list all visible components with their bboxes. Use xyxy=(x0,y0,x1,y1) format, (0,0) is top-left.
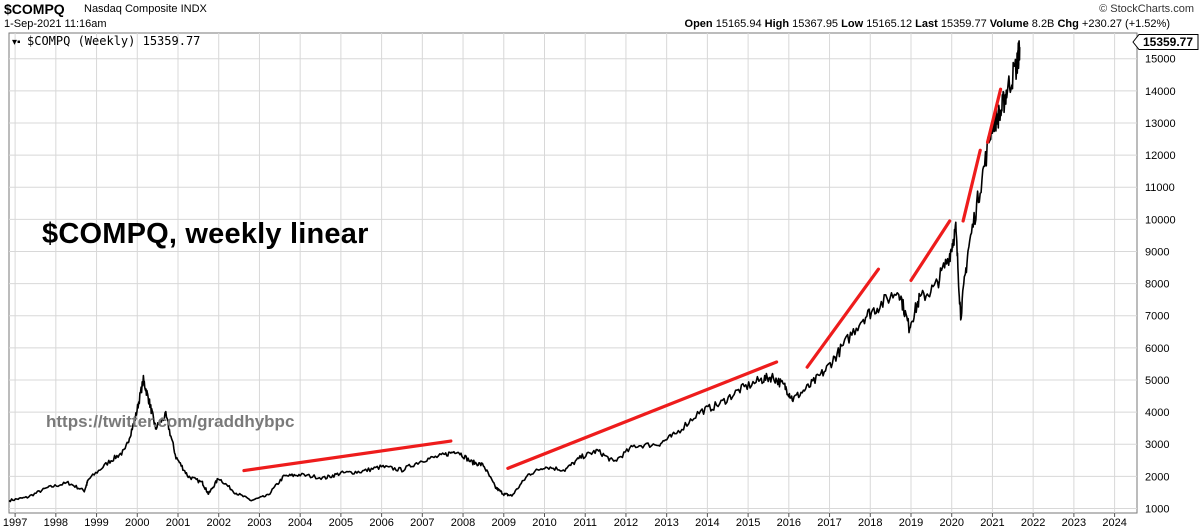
trend-line xyxy=(985,87,1003,144)
x-tick-label: 2001 xyxy=(166,517,190,529)
chart-timestamp: 1-Sep-2021 11:16am xyxy=(4,18,107,30)
y-tick-label: 15000 xyxy=(1145,54,1176,66)
x-tick-label: 2023 xyxy=(1062,517,1086,529)
x-tick-label: 2000 xyxy=(125,517,149,529)
y-tick-label: 2000 xyxy=(1145,471,1169,483)
x-tick-label: 1998 xyxy=(44,517,68,529)
x-tick-label: 2010 xyxy=(532,517,556,529)
trend-line xyxy=(242,439,453,473)
x-tick-label: 2002 xyxy=(206,517,230,529)
y-tick-label: 12000 xyxy=(1145,150,1176,162)
series-legend: ▾▪ $COMPQ (Weekly) 15359.77 xyxy=(12,34,200,48)
plot-frame xyxy=(8,32,1138,514)
y-tick-label: 5000 xyxy=(1145,375,1169,387)
y-tick-label: 1000 xyxy=(1145,504,1169,516)
x-tick-label: 2011 xyxy=(573,517,597,529)
x-tick-label: 2013 xyxy=(654,517,678,529)
x-tick-label: 1997 xyxy=(3,517,27,529)
y-tick-label: 9000 xyxy=(1145,246,1169,258)
high-value: 15367.95 xyxy=(792,18,839,30)
chg-label: Chg xyxy=(1057,18,1079,30)
last-price-tag: 15359.77 xyxy=(1132,34,1199,50)
y-tick-label: 6000 xyxy=(1145,343,1169,355)
x-tick-label: 2019 xyxy=(899,517,923,529)
x-tick-label: 2006 xyxy=(369,517,393,529)
trend-line xyxy=(961,148,982,223)
trend-line xyxy=(909,219,952,282)
price-line xyxy=(8,40,1021,503)
low-value: 15165.12 xyxy=(866,18,913,30)
last-label: Last xyxy=(915,18,938,30)
x-tick-label: 2003 xyxy=(247,517,271,529)
ticker-name: Nasdaq Composite INDX xyxy=(84,3,207,15)
x-tick-label: 2016 xyxy=(777,517,801,529)
volume-label: Volume xyxy=(989,18,1029,30)
x-tick-label: 2022 xyxy=(1021,517,1045,529)
x-tick-label: 2020 xyxy=(939,517,963,529)
y-tick-label: 3000 xyxy=(1145,439,1169,451)
y-tick-label: 8000 xyxy=(1145,279,1169,291)
quote-summary: Open 15165.94 High 15367.95 Low 15165.12… xyxy=(685,18,1170,30)
x-tick-label: 2018 xyxy=(858,517,882,529)
ticker-symbol: $COMPQ xyxy=(4,1,65,17)
legend-label: $COMPQ (Weekly) 15359.77 xyxy=(27,34,200,48)
y-tick-label: 13000 xyxy=(1145,118,1176,130)
stockcharts-logo: © StockCharts.com xyxy=(1099,3,1194,15)
x-tick-label: 2017 xyxy=(817,517,841,529)
y-tick-label: 10000 xyxy=(1145,214,1176,226)
x-tick-label: 2005 xyxy=(329,517,353,529)
overlay-title: $COMPQ, weekly linear xyxy=(42,218,369,250)
low-label: Low xyxy=(841,18,864,30)
watermark-link: https://twitter.com/graddhybpc xyxy=(46,412,295,431)
x-tick-label: 2004 xyxy=(288,517,312,529)
last-price-label: 15359.77 xyxy=(1143,35,1193,49)
x-tick-label: 2015 xyxy=(736,517,760,529)
x-tick-label: 2014 xyxy=(695,517,719,529)
trend-line xyxy=(506,360,779,470)
x-tick-label: 2008 xyxy=(451,517,475,529)
y-tick-label: 14000 xyxy=(1145,86,1176,98)
x-tick-label: 2021 xyxy=(980,517,1004,529)
chg-value: +230.27 (+1.52%) xyxy=(1081,18,1170,30)
y-tick-label: 7000 xyxy=(1145,311,1169,323)
y-tick-label: 11000 xyxy=(1145,182,1175,194)
last-value: 15359.77 xyxy=(940,18,987,30)
volume-value: 8.2B xyxy=(1031,18,1055,30)
y-tick-label: 4000 xyxy=(1145,407,1169,419)
x-tick-label: 1999 xyxy=(84,517,108,529)
open-value: 15165.94 xyxy=(715,18,762,30)
open-label: Open xyxy=(684,18,713,30)
x-tick-label: 2007 xyxy=(410,517,434,529)
x-tick-label: 2009 xyxy=(492,517,516,529)
legend-swatch-icon: ▾▪ xyxy=(12,37,21,48)
x-tick-label: 2012 xyxy=(614,517,638,529)
high-label: High xyxy=(764,18,790,30)
trend-line xyxy=(805,267,881,369)
x-tick-label: 2024 xyxy=(1102,517,1126,529)
